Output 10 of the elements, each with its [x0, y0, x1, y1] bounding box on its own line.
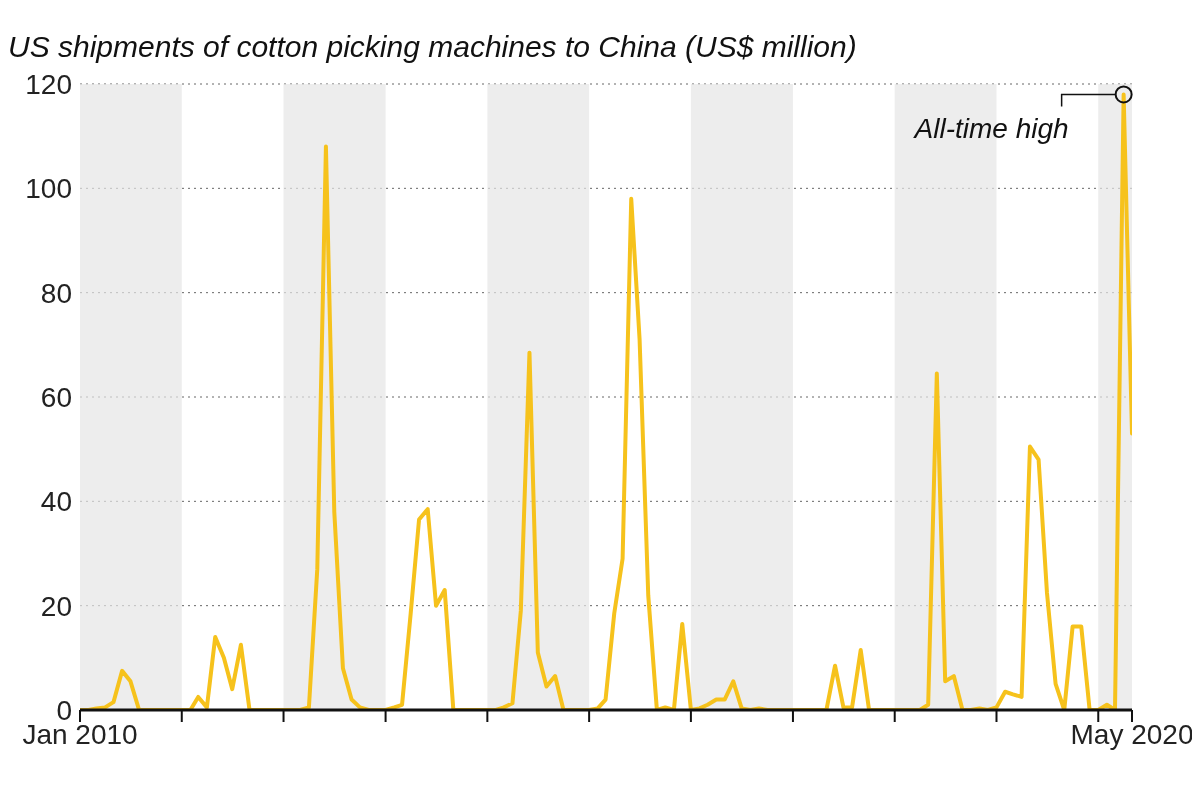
chart-subtitle: US shipments of cotton picking machines to China (US$ million)	[8, 30, 858, 64]
y-tick-label: 60	[40, 381, 72, 413]
y-tick-label: 100	[25, 173, 72, 205]
y-tick-label: 40	[40, 486, 72, 518]
y-tick-label: 80	[40, 277, 72, 309]
y-tick-label: 20	[40, 590, 72, 622]
y-tick-label: 0	[56, 694, 72, 726]
annotation: All-time high	[912, 113, 1069, 145]
x-tick-label: May 2020	[1070, 718, 1194, 750]
y-tick-label: 120	[25, 68, 72, 100]
